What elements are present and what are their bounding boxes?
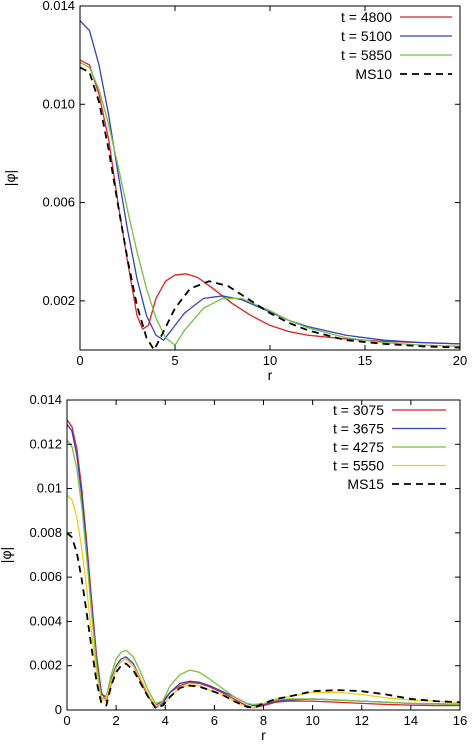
- y-tick-label: 0.002: [29, 658, 62, 673]
- series-line-t-3675: [67, 423, 460, 709]
- legend-label: MS15: [347, 476, 384, 492]
- x-tick-label: 14: [404, 713, 418, 728]
- x-tick-label: 4: [162, 713, 169, 728]
- legend-label: t = 3075: [333, 402, 384, 418]
- x-tick-label: 5: [171, 353, 178, 368]
- x-tick-label: 0: [76, 353, 83, 368]
- x-tick-label: 10: [305, 713, 319, 728]
- series-line-ms15: [67, 532, 460, 709]
- legend: t = 3075 t = 3675 t = 4275 t = 5550 MS15: [333, 402, 446, 492]
- x-axis-label: r: [268, 367, 273, 383]
- x-tick-label: 12: [355, 713, 369, 728]
- x-tick-label: 6: [211, 713, 218, 728]
- series-line-t-4275: [67, 439, 460, 706]
- x-axis-label: r: [261, 727, 266, 743]
- x-tick-label: 0: [63, 713, 70, 728]
- legend-label: t = 4800: [341, 9, 392, 25]
- series-line-t-5100: [80, 20, 460, 345]
- y-tick-label: 0.004: [29, 613, 62, 628]
- x-tick-label: 8: [260, 713, 267, 728]
- series-line-t-5550: [67, 494, 460, 709]
- legend-label: t = 5100: [341, 28, 392, 44]
- chart-1: 0 5 10 15 20 0.002 0.006 0.010 0.014 r |φ| t = 4800…: [2, 0, 467, 383]
- y-tick-label: 0.014: [29, 392, 62, 407]
- chart-2: 0 2 4 6 8 10 12 14 16 0 0.002 0.004 0.006 0.008 0.01 0.…: [0, 392, 467, 743]
- y-tick-label: 0.010: [42, 96, 75, 111]
- legend-label: MS10: [355, 66, 392, 82]
- y-tick-label: 0.014: [42, 0, 75, 13]
- x-tick-label: 20: [453, 353, 467, 368]
- legend-label: t = 3675: [333, 421, 384, 437]
- y-tick-label: 0.006: [29, 569, 62, 584]
- y-tick-label: 0.006: [42, 195, 75, 210]
- y-axis-label: |φ|: [0, 547, 14, 563]
- y-tick-label: 0: [55, 702, 62, 717]
- x-tick-label: 15: [358, 353, 372, 368]
- legend-label: t = 4275: [333, 439, 384, 455]
- series-line-ms10: [80, 66, 460, 350]
- legend-label: t = 5850: [341, 47, 392, 63]
- x-tick-label: 2: [113, 713, 120, 728]
- x-tick-label: 16: [453, 713, 467, 728]
- x-tick-label: 10: [263, 353, 277, 368]
- y-tick-label: 0.002: [42, 293, 75, 308]
- legend: t = 4800 t = 5100 t = 5850 MS10: [341, 9, 452, 82]
- plot-frame: [79, 5, 461, 351]
- y-tick-label: 0.008: [29, 525, 62, 540]
- y-tick-label: 0.012: [29, 436, 62, 451]
- y-axis-label: |φ|: [2, 170, 18, 186]
- legend-label: t = 5550: [333, 458, 384, 474]
- y-tick-label: 0.01: [37, 481, 62, 496]
- series-line-t-5850: [80, 61, 460, 347]
